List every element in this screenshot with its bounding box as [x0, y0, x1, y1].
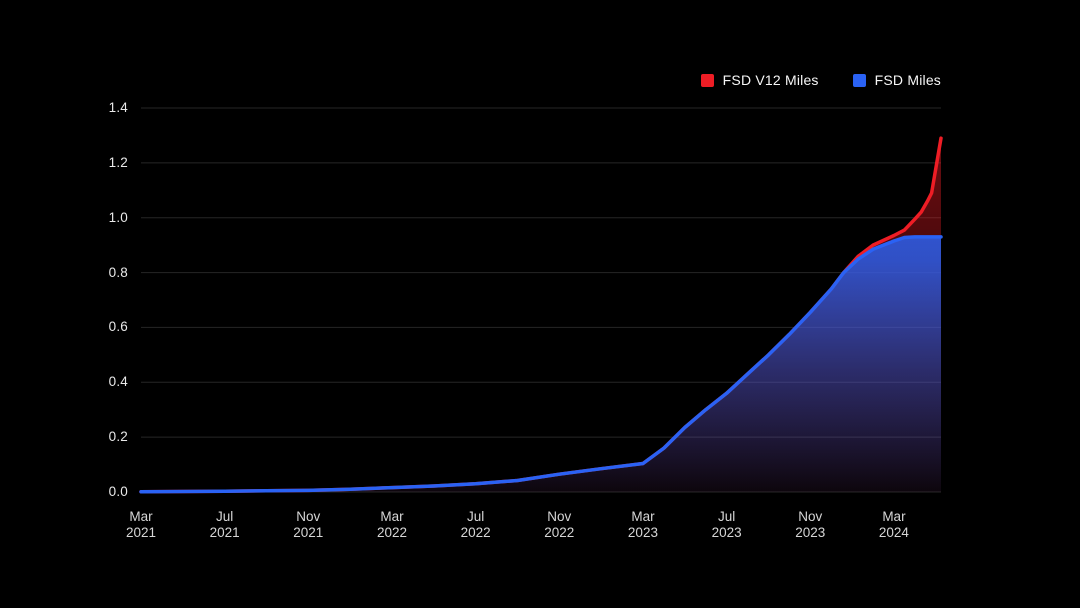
- red-square-swatch-icon: [700, 73, 714, 87]
- x-axis-tick-label: Nov 2022: [517, 509, 601, 541]
- fsd-miles-area: [141, 236, 941, 492]
- x-tick-year: 2024: [878, 525, 909, 540]
- x-axis-tick-label: Jul 2021: [183, 509, 267, 541]
- legend-item-fsd-miles: FSD Miles: [852, 72, 941, 88]
- x-tick-month: Nov: [547, 509, 572, 524]
- legend-item-label: FSD Miles: [874, 72, 941, 88]
- x-tick-month: Jul: [216, 509, 234, 524]
- y-axis-tick-label: 0.2: [108, 429, 128, 445]
- y-axis-tick-label: 1.4: [108, 100, 128, 115]
- y-axis-tick-label: 0.0: [108, 484, 128, 499]
- x-tick-year: 2021: [209, 525, 240, 540]
- y-axis-tick-label: 0.6: [108, 319, 128, 335]
- y-axis-tick-label: 1.0: [108, 209, 128, 225]
- fsd-miles-line: [139, 235, 943, 494]
- x-tick-month: Mar: [380, 509, 404, 524]
- x-tick-year: 2021: [293, 525, 324, 540]
- x-axis-tick-label: Nov 2023: [768, 509, 852, 541]
- x-axis-tick-label: Mar 2021: [99, 509, 183, 541]
- x-axis-tick-label: Mar 2022: [350, 509, 434, 541]
- x-axis-tick-label: Nov 2021: [266, 509, 350, 541]
- x-tick-month: Mar: [631, 509, 655, 524]
- x-tick-year: 2023: [711, 525, 742, 540]
- x-tick-month: Jul: [466, 509, 485, 524]
- legend-item-label: FSD V12 Miles: [722, 72, 819, 88]
- x-axis-tick-label: Jul 2023: [685, 509, 769, 541]
- x-tick-month: Nov: [296, 509, 321, 524]
- x-axis-tick-label: Jul 2022: [434, 509, 518, 541]
- x-tick-year: 2022: [544, 525, 575, 540]
- legend-item-fsd-v12-miles: FSD V12 Miles: [700, 72, 819, 88]
- blue-square-swatch-icon: [852, 73, 866, 87]
- x-tick-month: Nov: [798, 509, 823, 524]
- x-tick-month: Jul: [717, 509, 736, 524]
- x-tick-year: 2021: [125, 525, 157, 540]
- x-tick-year: 2023: [627, 525, 658, 540]
- x-tick-year: 2022: [460, 525, 491, 540]
- x-tick-month: Mar: [882, 509, 906, 524]
- y-axis-tick-label: 1.2: [108, 154, 128, 170]
- x-axis-tick-label: Mar 2024: [852, 509, 936, 541]
- x-tick-year: 2022: [376, 525, 407, 540]
- y-axis-tick-label: 0.4: [108, 374, 128, 390]
- x-tick-month: Mar: [129, 509, 153, 524]
- legend: FSD V12 Miles FSD Miles: [700, 72, 941, 88]
- x-axis-tick-label: Mar 2023: [601, 509, 685, 541]
- x-tick-year: 2023: [795, 525, 826, 540]
- y-axis-tick-label: 0.8: [108, 264, 128, 280]
